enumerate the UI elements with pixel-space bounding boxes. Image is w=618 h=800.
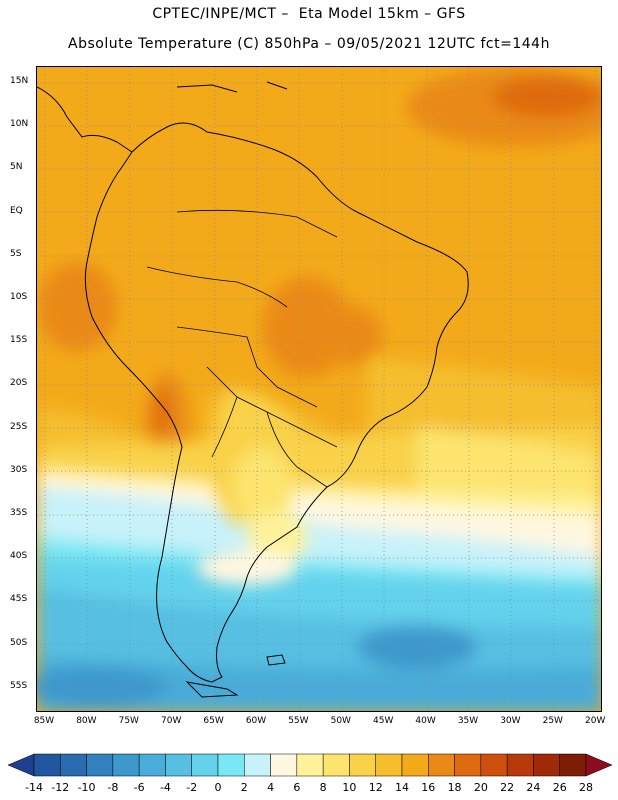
colorbar-label: 8 [319, 781, 327, 794]
colorbar-swatch [349, 753, 376, 777]
colorbar-swatch [33, 753, 61, 777]
colorbar-swatch [60, 753, 87, 777]
latitude-label: 10S [10, 292, 28, 302]
country-borders [146, 209, 338, 488]
colorbar-label: 18 [447, 781, 462, 794]
latitude-label: 20S [10, 378, 28, 389]
latitude-label: 25S [10, 421, 28, 432]
map-subtitle: Absolute Temperature (C) 850hPa – 09/05/… [68, 36, 550, 52]
colorbar-label: 4 [267, 781, 275, 794]
longitude-label: 50W [330, 716, 351, 726]
colorbar-swatch [506, 753, 534, 777]
colorbar-label: -14 [25, 781, 43, 794]
colorbar-swatch [428, 753, 455, 777]
colorbar-swatch [480, 753, 508, 777]
longitude-label: 60W [245, 716, 267, 726]
colorbar-swatch [375, 753, 403, 777]
temperature-map [36, 66, 602, 712]
longitude-label: 80W [76, 716, 97, 726]
colorbar-swatch [244, 753, 271, 777]
latitude-label: 15N [10, 76, 29, 86]
colorbar-label: -10 [77, 781, 96, 794]
colorbar-label: 14 [395, 781, 409, 794]
colorbar-label: -6 [133, 781, 145, 794]
colorbar-swatch [296, 753, 324, 777]
longitude-label: 65W [203, 716, 224, 726]
colorbar-label: 2 [240, 781, 248, 794]
latitude-label: EQ [10, 205, 23, 216]
colorbar-label: -4 [159, 781, 171, 794]
colorbar-label: 0 [214, 781, 222, 794]
colorbar-label: 6 [293, 781, 301, 794]
longitude-label: 20W [585, 716, 606, 726]
colorbar-swatch [454, 753, 482, 777]
latitude-label: 30S [10, 464, 28, 475]
colorbar-label: -2 [186, 781, 198, 794]
colorbar-label: 22 [500, 781, 515, 794]
longitude-label: 85W [33, 716, 55, 726]
colorbar-label: -12 [51, 781, 70, 794]
color-scale-bar [8, 753, 612, 777]
longitude-label: 40W [415, 716, 436, 726]
longitude-label: 35W [457, 716, 479, 726]
colorbar-swatch [533, 753, 560, 777]
colorbar-swatch [217, 753, 245, 777]
colorbar-label: 10 [342, 781, 357, 794]
colorbar-label: 16 [421, 781, 436, 794]
colorbar-arrow-high [585, 753, 612, 777]
colorbar-label: 24 [526, 781, 541, 794]
colorbar-swatch [270, 753, 298, 777]
colorbar-swatch [165, 753, 192, 777]
colorbar-label: -8 [107, 781, 119, 794]
colorbar-label: 26 [552, 781, 567, 794]
map-canvas [37, 67, 601, 711]
temperature-field [37, 67, 601, 711]
colorbar-swatch [322, 753, 350, 777]
colorbar-swatch [191, 753, 219, 777]
longitude-label: 75W [118, 716, 139, 726]
latitude-label: 55S [10, 680, 28, 691]
colorbar-arrow-low [8, 753, 35, 777]
latitude-label: 15S [10, 335, 28, 346]
longitude-label: 30W [500, 716, 521, 726]
colorbar-swatch [112, 753, 140, 777]
colorbar-swatch [559, 753, 587, 777]
colorbar-swatch [401, 753, 429, 777]
coastlines [37, 81, 469, 698]
colorbar-label: 20 [473, 781, 488, 794]
latitude-label: 45S [10, 594, 28, 605]
latitude-label: 35S [10, 508, 28, 518]
latitude-label: 10N [10, 119, 29, 130]
longitude-label: 55W [288, 716, 309, 726]
colorbar-swatch [86, 753, 114, 777]
latitude-label: 5S [10, 248, 22, 259]
longitude-label: 25W [542, 716, 563, 726]
colorbar-swatch [138, 753, 166, 777]
latitude-label: 40S [10, 551, 28, 562]
colorbar-label: 28 [579, 781, 593, 794]
longitude-label: 70W [161, 716, 182, 726]
map-title: CPTEC/INPE/MCT – Eta Model 15km – GFS [152, 6, 466, 22]
colorbar-label: 12 [368, 781, 383, 794]
longitude-label: 45W [373, 716, 394, 726]
latitude-label: 50S [10, 637, 28, 648]
latitude-label: 5N [10, 162, 23, 173]
